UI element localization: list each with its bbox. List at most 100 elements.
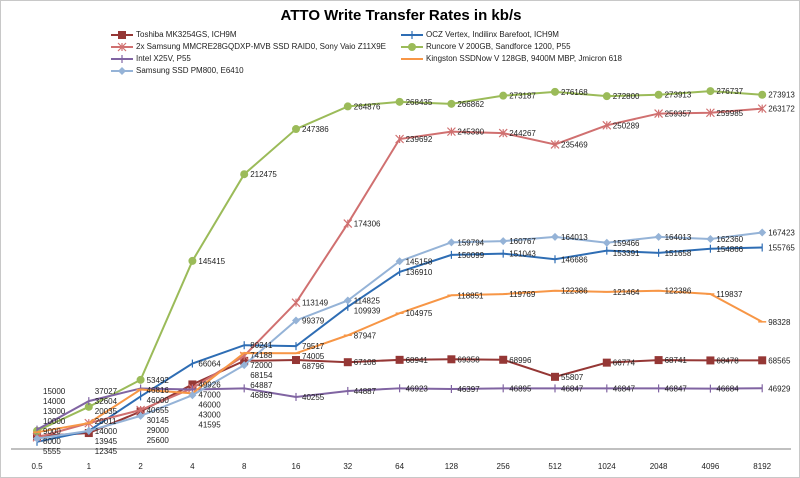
data-label: 40655 xyxy=(147,406,170,415)
data-point-marker xyxy=(654,109,664,118)
data-label: 40255 xyxy=(302,393,325,402)
legend-swatch-icon xyxy=(111,31,133,39)
data-label: 272800 xyxy=(613,92,640,101)
data-label: 273187 xyxy=(509,92,536,101)
data-label: 46000 xyxy=(147,396,170,405)
legend-swatch-icon xyxy=(111,42,133,52)
x-tick-label: 32 xyxy=(343,462,352,471)
data-label: 68741 xyxy=(665,356,688,365)
data-point-marker xyxy=(447,355,456,364)
data-label: 153391 xyxy=(613,249,640,258)
data-point-marker xyxy=(758,90,767,99)
legend-item: OCZ Vertex, Indilinx Barefoot, ICH9M xyxy=(401,30,559,40)
data-label: 276168 xyxy=(561,88,588,97)
x-tick-label: 1 xyxy=(87,462,92,471)
data-point-marker xyxy=(408,43,416,51)
data-label: 259985 xyxy=(716,109,743,118)
data-label: 46816 xyxy=(147,386,170,395)
legend-label: Toshiba MK3254GS, ICH9M xyxy=(136,30,237,39)
data-label: 167423 xyxy=(768,228,795,237)
data-label: 160767 xyxy=(509,237,536,246)
data-point-marker xyxy=(706,87,715,96)
data-label: 5555 xyxy=(43,447,61,456)
data-label: 32604 xyxy=(95,397,118,406)
data-point-marker xyxy=(188,391,197,400)
x-tick-label: 4 xyxy=(190,462,195,471)
data-label: 159466 xyxy=(613,239,640,248)
data-label: 98328 xyxy=(768,318,791,327)
data-label: 43000 xyxy=(198,410,221,419)
data-label: 29000 xyxy=(147,426,170,435)
data-label: 46847 xyxy=(561,384,584,393)
data-label: 46847 xyxy=(665,384,688,393)
data-label: 46684 xyxy=(716,385,739,394)
data-label: 41595 xyxy=(198,420,221,429)
x-tick-label: 2048 xyxy=(650,462,668,471)
legend-swatch-icon xyxy=(111,67,133,75)
data-label: 244267 xyxy=(509,129,536,138)
data-point-marker xyxy=(188,256,197,265)
data-label: 151043 xyxy=(509,250,536,259)
data-label: 150099 xyxy=(457,251,484,260)
data-point-marker xyxy=(240,356,249,365)
data-label: 20011 xyxy=(95,417,117,426)
data-label: 47000 xyxy=(198,390,221,399)
data-point-marker xyxy=(292,356,300,365)
x-tick-label: 8 xyxy=(242,462,247,471)
data-label: 49926 xyxy=(198,380,221,389)
data-point-marker xyxy=(84,426,93,435)
data-label: 10000 xyxy=(43,417,66,426)
data-label: 109939 xyxy=(354,306,381,315)
x-tick-label: 512 xyxy=(548,462,562,471)
data-label: 159794 xyxy=(457,238,484,247)
series-6 xyxy=(33,289,767,434)
data-label: 136910 xyxy=(406,268,433,277)
data-point-marker xyxy=(136,375,145,384)
data-label: 14000 xyxy=(43,397,66,406)
data-label: 8000 xyxy=(43,437,61,446)
data-point-marker xyxy=(706,356,715,365)
data-label: 46397 xyxy=(457,385,480,394)
legend-label: Kingston SSDNow V 128GB, 9400M MBP, Jmic… xyxy=(426,54,622,63)
data-label: 46000 xyxy=(198,400,221,409)
data-point-marker xyxy=(343,219,353,228)
data-point-marker xyxy=(758,356,767,365)
data-label: 14000 xyxy=(95,427,118,436)
data-point-marker xyxy=(498,128,508,138)
data-point-marker xyxy=(395,97,404,106)
legend-swatch-icon xyxy=(401,58,423,60)
data-label: 247386 xyxy=(302,125,329,134)
data-point-marker xyxy=(706,235,715,244)
data-point-marker xyxy=(117,42,127,52)
data-label: 66774 xyxy=(613,359,636,368)
data-point-marker xyxy=(343,358,352,367)
data-label: 30145 xyxy=(147,416,170,425)
data-label: 12345 xyxy=(95,447,118,456)
data-label: 162360 xyxy=(716,235,743,244)
data-point-marker xyxy=(33,434,41,443)
legend-item: Intel X25V, P55 xyxy=(111,54,191,64)
data-label: 87947 xyxy=(354,331,377,340)
legend-label: Intel X25V, P55 xyxy=(136,54,191,63)
data-label: 53492 xyxy=(147,376,170,385)
data-point-marker xyxy=(705,108,715,118)
data-point-marker xyxy=(240,170,249,179)
legend-item: Samsung SSD PM800, E6410 xyxy=(111,66,244,76)
data-point-marker xyxy=(758,228,767,237)
data-point-marker xyxy=(499,237,508,246)
legend-item: Runcore V 200GB, Sandforce 1200, P55 xyxy=(401,42,571,52)
data-label: 151658 xyxy=(665,249,692,258)
data-point-marker xyxy=(499,91,508,100)
data-point-marker xyxy=(602,92,611,101)
data-label: 276737 xyxy=(716,87,743,96)
data-label: 239692 xyxy=(406,135,433,144)
data-point-marker xyxy=(447,99,456,108)
series-2 xyxy=(36,243,763,446)
data-label: 66064 xyxy=(198,360,221,369)
legend-label: OCZ Vertex, Indilinx Barefoot, ICH9M xyxy=(426,30,559,39)
data-label: 174306 xyxy=(354,220,381,229)
data-label: 266862 xyxy=(457,100,484,109)
data-point-marker xyxy=(654,232,663,241)
data-point-marker xyxy=(550,140,560,149)
